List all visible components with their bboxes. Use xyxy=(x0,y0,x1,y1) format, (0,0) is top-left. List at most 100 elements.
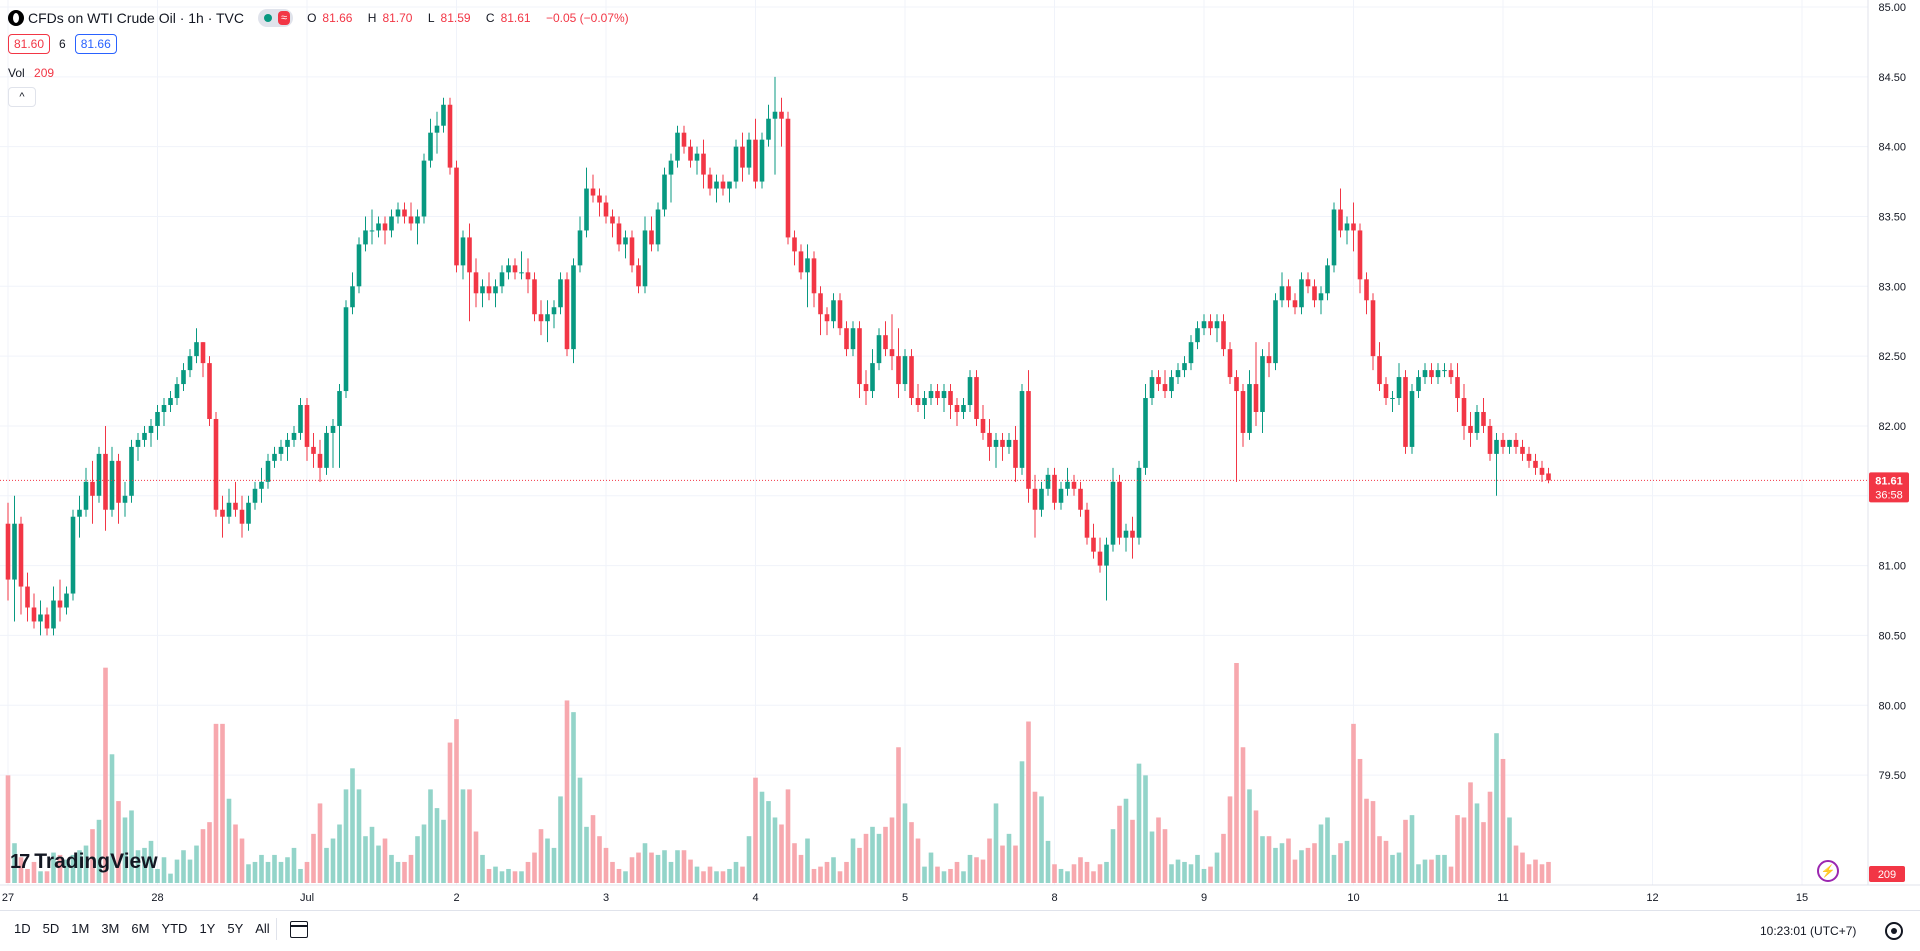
volume-bar xyxy=(493,866,498,883)
candle-body xyxy=(915,398,921,406)
candle-body xyxy=(57,600,63,608)
market-status-toggle[interactable]: ≈ xyxy=(258,9,294,27)
volume-bar xyxy=(252,861,258,883)
range-ytd[interactable]: YTD xyxy=(161,921,188,936)
candle-body xyxy=(571,265,576,350)
candle-body xyxy=(1338,209,1343,231)
close-value: 81.61 xyxy=(500,11,531,25)
volume-bar xyxy=(486,868,492,883)
volume-bar xyxy=(922,866,927,883)
candle-body xyxy=(792,237,797,252)
tradingview-logo-icon: 17 xyxy=(10,850,30,873)
time-axis[interactable]: 2728Jul2345891011121516 xyxy=(2,892,1920,904)
candle-body xyxy=(1156,377,1161,385)
volume-bar xyxy=(1396,852,1402,883)
candle-body xyxy=(831,300,836,322)
range-1m[interactable]: 1M xyxy=(71,921,90,936)
volume-bar xyxy=(1305,847,1311,883)
symbol-title[interactable]: CFDs on WTI Crude Oil · 1h · TVC xyxy=(28,10,245,26)
candle-body xyxy=(83,481,89,510)
volume-bar xyxy=(902,803,908,883)
volume-bar xyxy=(1136,763,1142,883)
sell-button[interactable]: 81.60 xyxy=(8,34,51,54)
range-3m[interactable]: 3M xyxy=(101,921,120,936)
volume-bar xyxy=(1481,822,1486,883)
x-tick-label: 4 xyxy=(752,892,758,904)
candle-body xyxy=(714,181,719,189)
range-1y[interactable]: 1Y xyxy=(199,921,216,936)
volume-bar xyxy=(1019,761,1025,883)
volume-bar xyxy=(772,817,778,883)
candle-body xyxy=(1448,370,1454,378)
last-volume-badge xyxy=(1869,866,1905,882)
x-tick-label: 5 xyxy=(902,892,908,904)
range-5d[interactable]: 5D xyxy=(42,921,60,936)
volume-bar xyxy=(1390,854,1395,883)
candle-body xyxy=(1208,321,1213,329)
last-volume-text: 209 xyxy=(1878,869,1896,881)
volume-bar xyxy=(1026,721,1031,883)
volume-bar xyxy=(454,719,459,883)
volume-bar xyxy=(1260,836,1265,883)
candle-body xyxy=(1305,279,1311,287)
lightning-icon[interactable]: ⚡ xyxy=(1817,860,1839,882)
candle-body xyxy=(1052,474,1057,503)
volume-bar xyxy=(909,822,914,883)
volume-bar xyxy=(1273,847,1278,883)
volume-bar xyxy=(623,871,628,883)
volume-bar xyxy=(304,861,310,883)
candle-body xyxy=(805,258,810,273)
range-5y[interactable]: 5Y xyxy=(227,921,244,936)
candle-body xyxy=(876,335,882,364)
volume-bar xyxy=(1383,840,1389,883)
toolbar-divider xyxy=(276,918,277,940)
range-6m[interactable]: 6M xyxy=(131,921,150,936)
volume-bar xyxy=(369,826,375,883)
volume-bar xyxy=(681,850,687,883)
volume-bar xyxy=(967,854,973,883)
volume-bar xyxy=(1201,868,1207,883)
calendar-icon[interactable] xyxy=(290,921,308,938)
volume-label[interactable]: Vol xyxy=(8,66,25,80)
candle-body xyxy=(148,425,154,433)
candle-body xyxy=(1318,293,1324,301)
volume-bar xyxy=(1156,817,1161,883)
candle-body xyxy=(109,460,115,510)
candle-body xyxy=(1357,230,1363,280)
volume-bar xyxy=(616,868,622,883)
candle-body xyxy=(1078,488,1083,510)
range-all[interactable]: All xyxy=(255,921,270,936)
candle-body xyxy=(460,237,466,266)
candle-body xyxy=(213,418,219,510)
price-axis[interactable]: 79.5080.0080.5081.0081.5082.0082.5083.00… xyxy=(1878,2,1906,782)
candle-body xyxy=(103,453,108,510)
candle-body xyxy=(434,125,440,133)
volume-bar xyxy=(5,775,11,883)
volume-bar xyxy=(876,833,882,883)
candle-body xyxy=(1494,439,1499,454)
collapse-chevron-up-icon[interactable]: ^ xyxy=(8,87,36,107)
volume-bar xyxy=(1162,829,1168,883)
volume-bar xyxy=(285,857,290,883)
last-price-text: 81.61 xyxy=(1875,475,1903,487)
candle-body xyxy=(1175,370,1181,378)
volume-bar xyxy=(1071,864,1077,883)
volume-bar xyxy=(1286,838,1291,883)
candle-body xyxy=(1526,453,1532,461)
symbol-legend: CFDs on WTI Crude Oil · 1h · TVC ≈ O 81.6… xyxy=(8,8,635,28)
clock-time[interactable]: 10:23:01 (UTC+7) xyxy=(1760,924,1857,938)
volume-bar xyxy=(1325,817,1330,883)
candle-body xyxy=(909,356,914,399)
y-tick-label: 83.50 xyxy=(1878,211,1906,223)
y-tick-label: 82.00 xyxy=(1878,421,1906,433)
buy-button[interactable]: 81.66 xyxy=(74,34,117,54)
volume-bar xyxy=(948,868,953,883)
candle-body xyxy=(902,356,908,385)
range-1d[interactable]: 1D xyxy=(14,921,31,936)
y-tick-label: 80.50 xyxy=(1878,630,1906,642)
gear-icon[interactable] xyxy=(1885,922,1903,940)
candlesticks xyxy=(5,76,1551,636)
volume-bar xyxy=(220,723,225,883)
candle-body xyxy=(558,279,563,308)
